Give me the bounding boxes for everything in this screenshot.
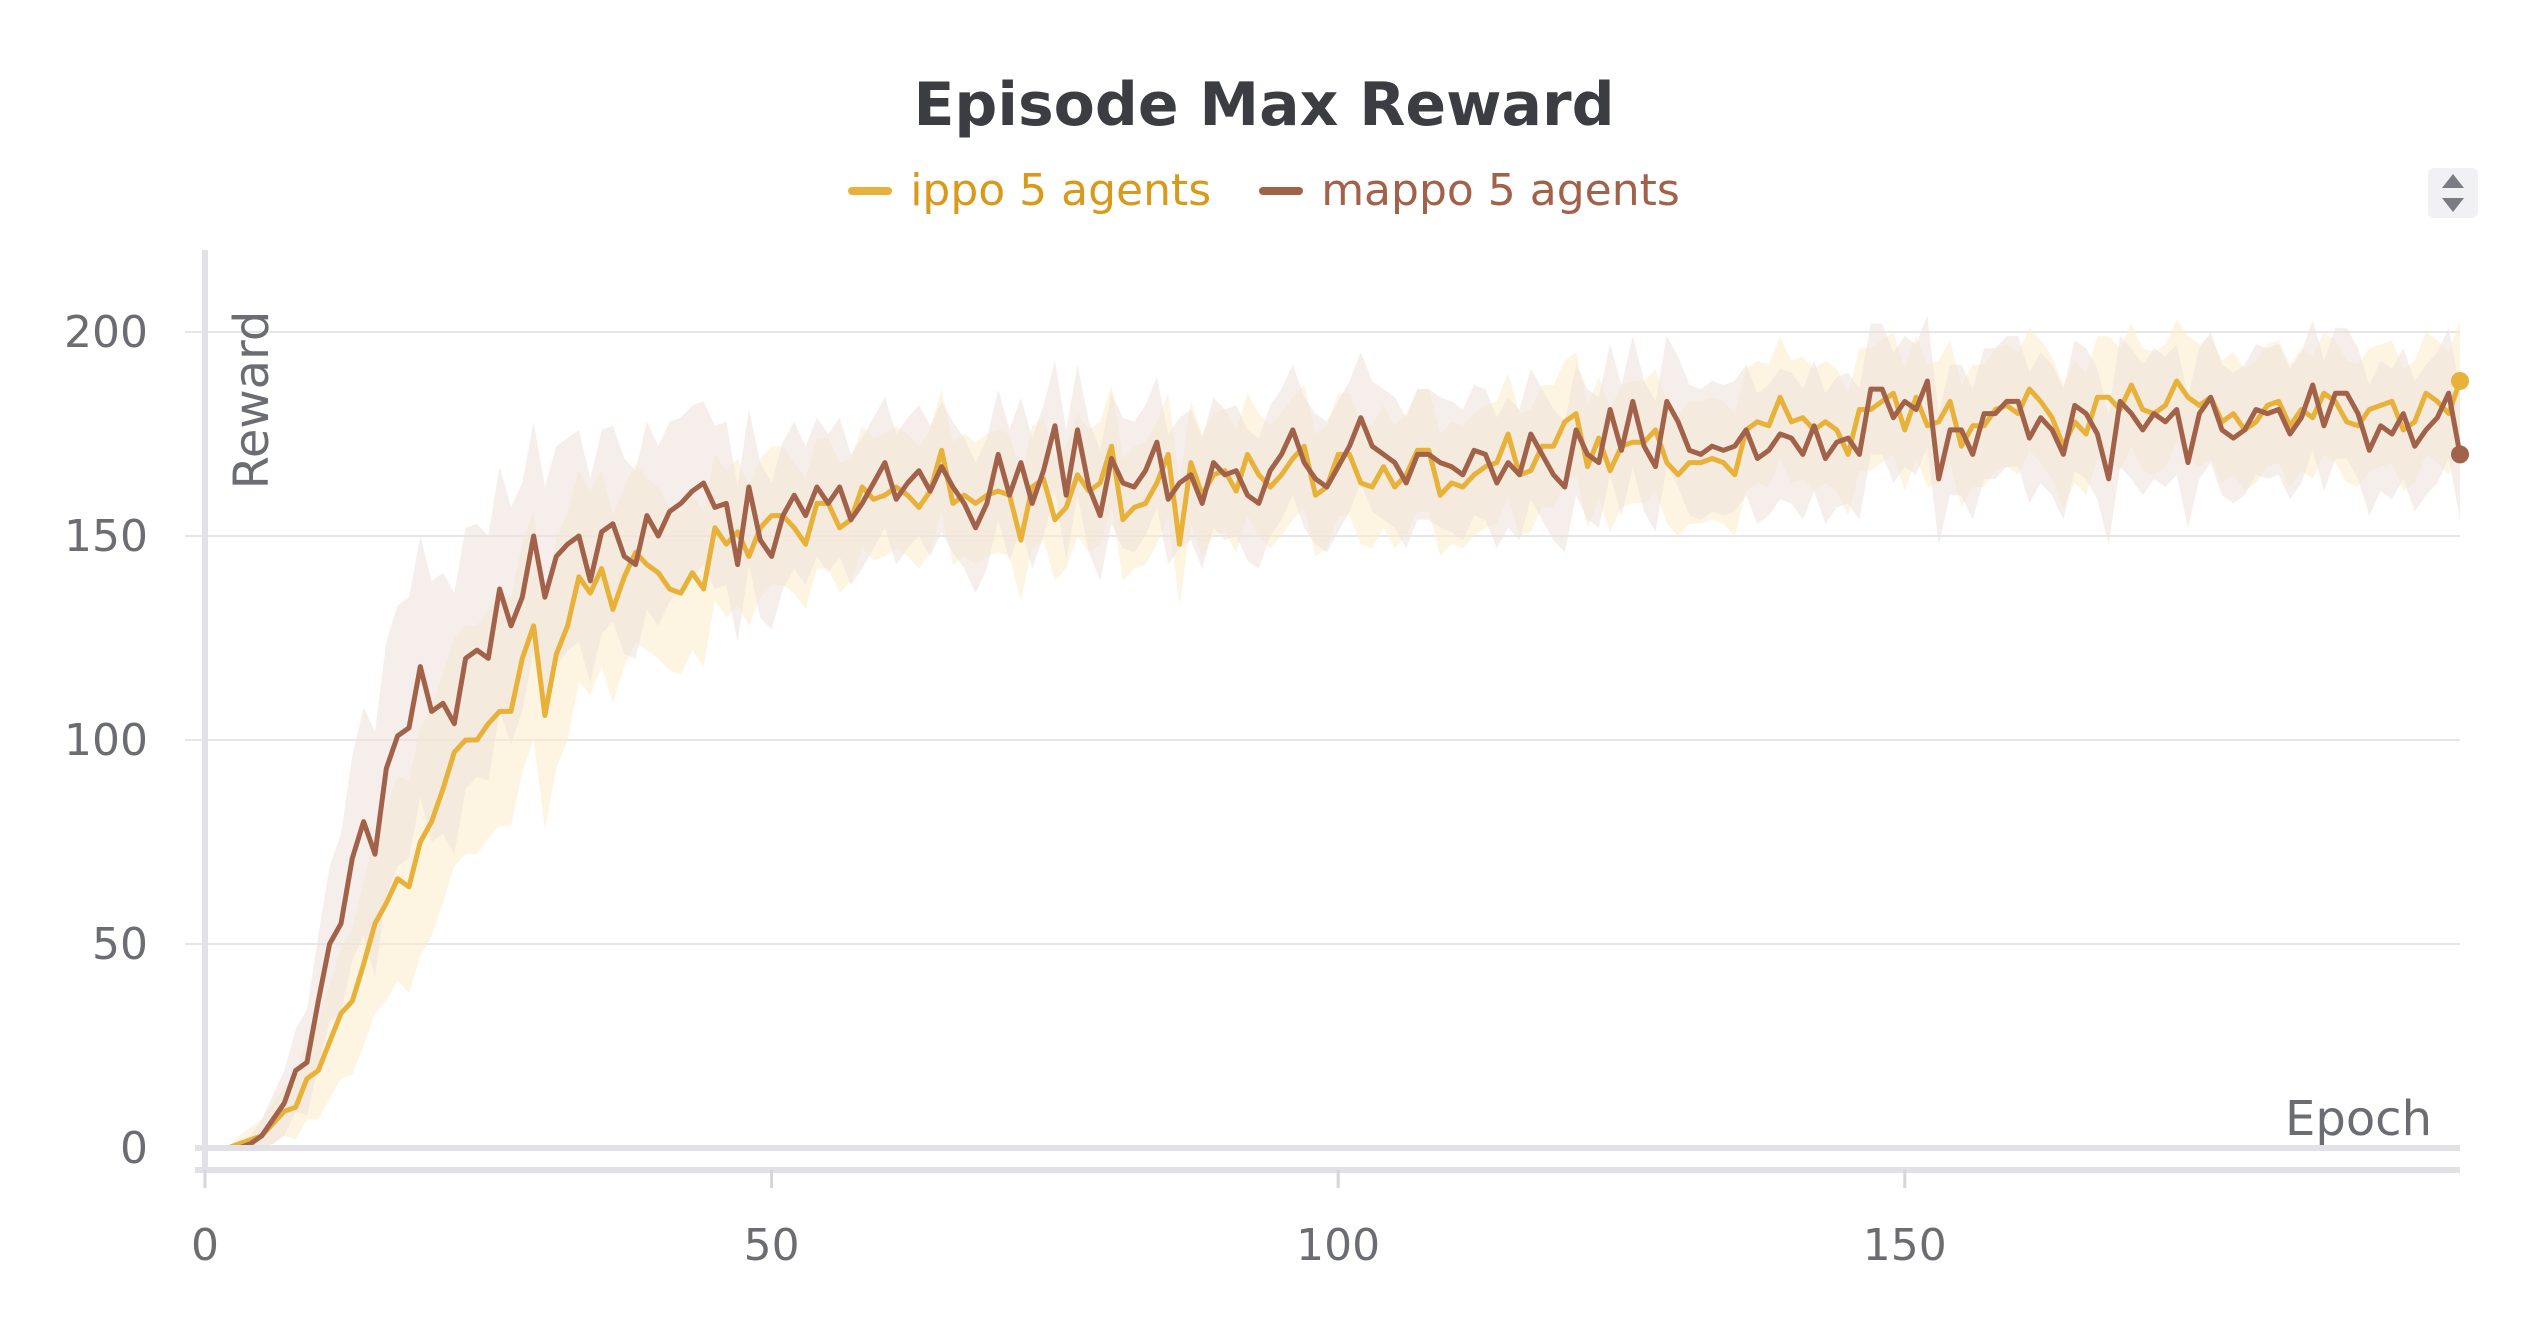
sort-toggle-button[interactable] bbox=[2428, 168, 2478, 218]
y-tick-label: 100 bbox=[64, 715, 148, 766]
y-tick-label: 50 bbox=[92, 919, 148, 970]
chart-title: Episode Max Reward bbox=[913, 70, 1615, 140]
x-axis-title: Epoch bbox=[2285, 1091, 2432, 1147]
axis-layer: 0 50 100 150 200 0 50 100 150 bbox=[64, 250, 2460, 1271]
series-endpoint-mappo bbox=[2451, 445, 2469, 464]
y-axis-title: Reward bbox=[224, 311, 280, 490]
x-tick-label: 0 bbox=[191, 1220, 219, 1271]
legend-swatch-ippo bbox=[848, 186, 893, 195]
x-tick-label: 50 bbox=[744, 1220, 800, 1271]
y-tick-label: 0 bbox=[120, 1123, 148, 1174]
y-tick-label: 150 bbox=[64, 511, 148, 562]
confidence-band-mappo bbox=[205, 315, 2460, 1148]
legend-item-ippo[interactable]: ippo 5 agents bbox=[848, 165, 1211, 216]
band-layer bbox=[205, 315, 2460, 1148]
series-line-ippo bbox=[205, 378, 2463, 1151]
legend-item-mappo[interactable]: mappo 5 agents bbox=[1259, 165, 1680, 216]
legend-label-ippo: ippo 5 agents bbox=[910, 165, 1212, 216]
series-endpoint-ippo bbox=[2451, 371, 2469, 390]
sort-arrows-icon bbox=[2442, 174, 2464, 212]
legend: ippo 5 agents mappo 5 agents bbox=[0, 165, 2528, 216]
series-line-mappo bbox=[205, 378, 2463, 1151]
legend-label-mappo: mappo 5 agents bbox=[1321, 165, 1680, 216]
y-tick-label: 200 bbox=[64, 307, 148, 358]
x-tick-label: 100 bbox=[1296, 1220, 1380, 1271]
line-layer bbox=[205, 371, 2469, 1151]
x-tick-label: 150 bbox=[1863, 1220, 1947, 1271]
legend-swatch-mappo bbox=[1259, 186, 1304, 195]
